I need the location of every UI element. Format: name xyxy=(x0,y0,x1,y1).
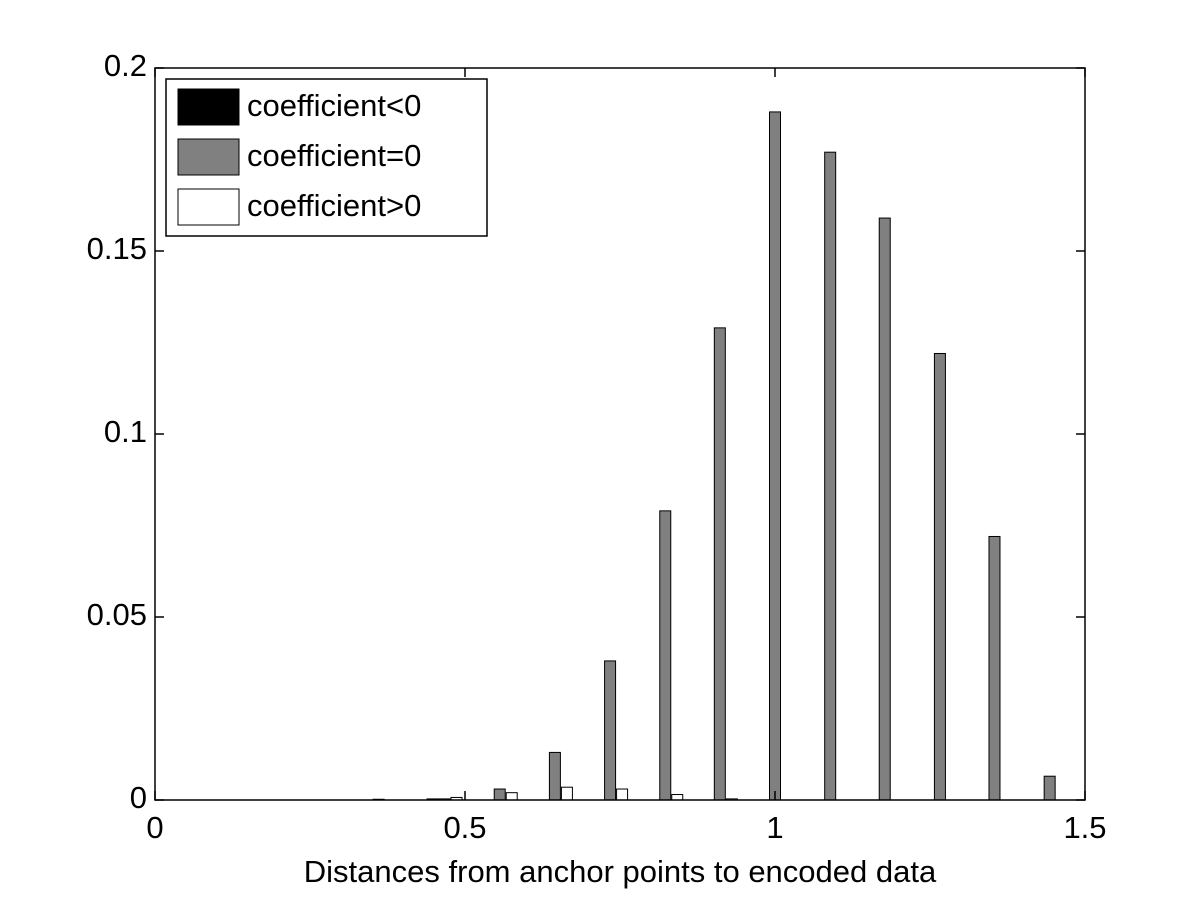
bar xyxy=(560,786,573,801)
legend-label: coefficient>0 xyxy=(247,188,421,223)
bar xyxy=(671,794,684,801)
legend-label: coefficient<0 xyxy=(247,88,421,123)
bar xyxy=(604,660,617,801)
bar xyxy=(933,352,946,801)
bar xyxy=(659,510,672,801)
bar xyxy=(988,535,1001,801)
y-tick-label: 0 xyxy=(130,780,147,815)
y-tick-label: 0.15 xyxy=(87,231,147,266)
bar xyxy=(505,792,518,801)
y-tick-label: 0.2 xyxy=(104,48,147,83)
bar xyxy=(1043,775,1056,801)
legend-swatch xyxy=(177,138,240,176)
bar xyxy=(493,788,506,801)
bar xyxy=(616,788,629,801)
y-tick-label: 0.05 xyxy=(87,597,147,632)
bar xyxy=(548,751,561,801)
x-tick-label: 0.5 xyxy=(443,810,486,845)
x-axis-label: Distances from anchor points to encoded … xyxy=(304,854,937,889)
x-tick-label: 0 xyxy=(146,810,163,845)
legend-label: coefficient=0 xyxy=(247,138,421,173)
x-tick-label: 1 xyxy=(766,810,783,845)
y-tick-label: 0.1 xyxy=(104,414,147,449)
bar xyxy=(878,217,891,801)
x-tick-label: 1.5 xyxy=(1063,810,1106,845)
legend-swatch xyxy=(177,188,240,226)
bar xyxy=(824,151,837,801)
legend-swatch xyxy=(177,88,240,126)
bar xyxy=(713,327,726,801)
bar xyxy=(769,111,781,801)
